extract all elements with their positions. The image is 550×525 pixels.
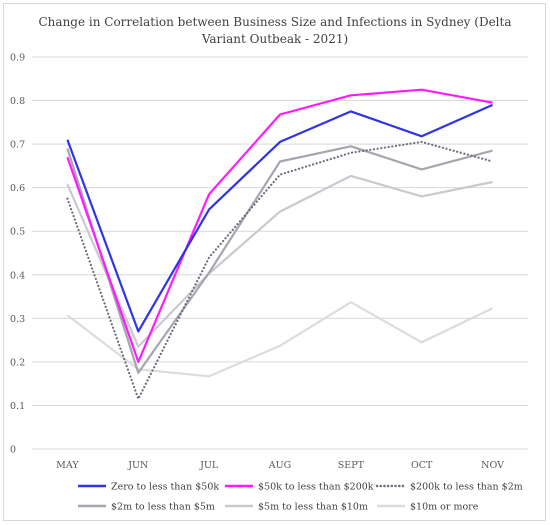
y-tick-label: 0.2: [10, 357, 25, 368]
series-line-1: [66, 103, 494, 333]
legend-label: $5m to less than $10m: [258, 502, 368, 513]
series-line-4: [66, 145, 493, 374]
y-tick-label: 0.5: [10, 227, 25, 238]
y-tick-label: 0.6: [10, 183, 25, 194]
y-tick-label: 0: [10, 445, 16, 456]
legend-label: $200k to less than $2m: [410, 482, 523, 493]
y-tick-label: 0.1: [10, 401, 25, 412]
x-tick-label: JUN: [127, 460, 148, 471]
chart-title: Change in Correlation between Business S…: [38, 15, 512, 46]
series-line-3: [66, 140, 494, 400]
y-tick-label: 0.4: [10, 270, 25, 281]
series-line-5: [66, 174, 493, 348]
legend-label: $2m to less than $5m: [111, 502, 215, 513]
x-tick-label: JUL: [199, 460, 219, 471]
y-tick-label: 0.3: [10, 314, 25, 325]
x-tick-label: NOV: [481, 460, 504, 471]
chart-frame: [3, 3, 546, 521]
y-tick-label: 0.8: [10, 96, 25, 107]
legend-label: $10m or more: [410, 502, 479, 513]
y-tick-label: 0.7: [10, 140, 25, 151]
x-tick-label: SEPT: [338, 460, 365, 471]
x-tick-label: OCT: [411, 460, 433, 471]
x-tick-label: MAY: [56, 460, 79, 471]
y-tick-label: 0.9: [10, 53, 25, 64]
series-line-2: [66, 88, 493, 363]
legend-label: $50k to less than $200k: [258, 482, 374, 493]
legend-label: Zero to less than $50k: [111, 482, 219, 493]
x-tick-label: AUG: [268, 460, 291, 471]
